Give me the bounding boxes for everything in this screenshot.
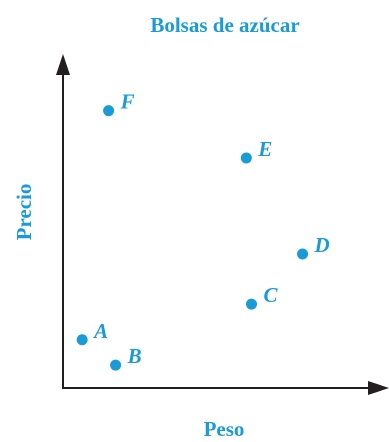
- point-marker: [297, 248, 309, 260]
- data-points: AB C D E F: [76, 90, 330, 371]
- point-label: C: [263, 283, 278, 307]
- data-point-d: D: [297, 233, 330, 260]
- data-point-b: B: [110, 344, 142, 371]
- data-point-f: F: [103, 90, 135, 117]
- point-marker: [110, 359, 122, 371]
- y-axis-label: Precio: [12, 184, 36, 241]
- data-point-e: E: [240, 137, 272, 164]
- data-point-c: C: [245, 283, 278, 310]
- point-label: F: [120, 90, 135, 114]
- point-marker: [240, 152, 252, 164]
- x-axis-arrowhead: [368, 381, 389, 395]
- point-label: E: [257, 137, 272, 161]
- y-axis: [56, 54, 70, 388]
- x-axis-label: Peso: [204, 417, 245, 441]
- data-point-a: A: [76, 319, 108, 346]
- point-marker: [103, 105, 115, 117]
- x-axis: [62, 381, 389, 395]
- point-label: B: [127, 344, 142, 368]
- point-marker: [245, 298, 257, 310]
- y-axis-arrowhead: [56, 54, 70, 75]
- point-label: D: [314, 233, 330, 257]
- chart-title: Bolsas de azúcar: [150, 13, 299, 37]
- point-marker: [76, 334, 88, 346]
- point-label: A: [92, 319, 108, 343]
